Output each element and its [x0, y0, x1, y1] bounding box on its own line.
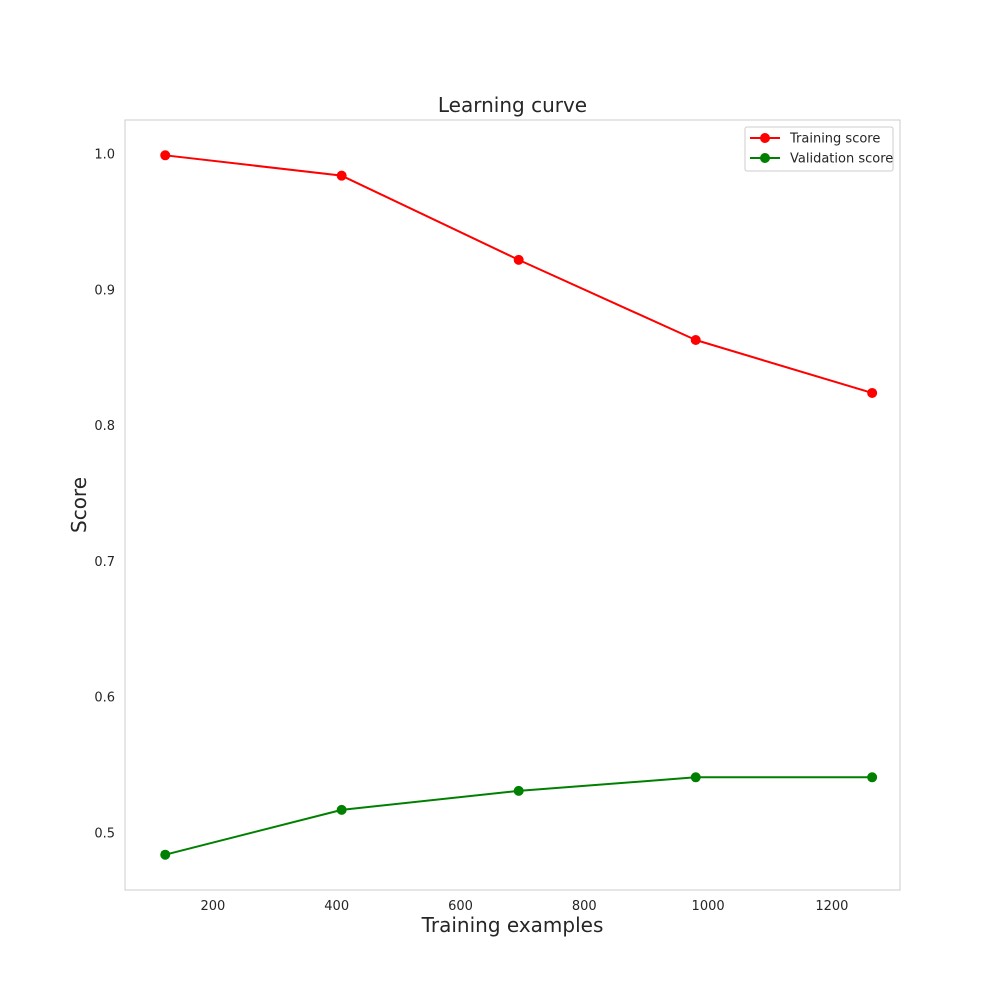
- y-tick-label-0.7: 0.7: [94, 555, 115, 570]
- series-validation-score: [160, 772, 878, 860]
- y-tick-label-0.8: 0.8: [94, 419, 115, 434]
- x-axis-label: Training examples: [421, 913, 604, 937]
- y-tick-label-0.6: 0.6: [94, 691, 115, 706]
- plot-area-frame: [124, 119, 901, 891]
- data-point-training-score-4: [690, 335, 701, 345]
- data-point-training-score-5: [867, 387, 878, 398]
- data-point-validation-score-4: [690, 772, 701, 783]
- legend: Training score Validation score: [744, 126, 894, 172]
- data-point-validation-score-3: [513, 785, 524, 796]
- x-tick-label-800: 800: [572, 899, 597, 914]
- data-point-training-score-1: [160, 150, 171, 161]
- data-point-training-score-2: [336, 170, 347, 181]
- legend-marker-training-score: [760, 133, 770, 143]
- series-layer: [160, 150, 878, 860]
- x-tick-label-1000: 1000: [692, 899, 725, 914]
- series-training-score: [160, 150, 878, 398]
- data-point-validation-score-1: [160, 849, 171, 860]
- legend-label-training-score: Training score: [789, 132, 880, 147]
- x-tick-label-400: 400: [324, 899, 349, 914]
- legend-item-validation-score: Validation score: [750, 152, 893, 167]
- y-axis-label: Score: [67, 477, 91, 533]
- data-point-validation-score-2: [336, 804, 347, 815]
- chart-title: Learning curve: [438, 93, 587, 117]
- data-point-training-score-3: [513, 254, 524, 265]
- x-tick-label-200: 200: [200, 899, 225, 914]
- data-point-validation-score-5: [867, 772, 878, 783]
- legend-frame: [744, 126, 894, 172]
- x-tick-label-600: 600: [448, 899, 473, 914]
- x-tick-label-1200: 1200: [815, 899, 848, 914]
- y-tick-label-0.5: 0.5: [94, 826, 115, 841]
- y-tick-labels: 0.5 0.6 0.7 0.8 0.9 1.0: [94, 147, 115, 841]
- y-tick-label-1.0: 1.0: [94, 147, 115, 162]
- x-tick-labels: 200 400 600 800 1000 1200: [200, 899, 848, 914]
- legend-marker-validation-score: [760, 153, 770, 163]
- legend-item-training-score: Training score: [750, 132, 880, 147]
- y-tick-label-0.9: 0.9: [94, 283, 115, 298]
- legend-label-validation-score: Validation score: [790, 152, 893, 167]
